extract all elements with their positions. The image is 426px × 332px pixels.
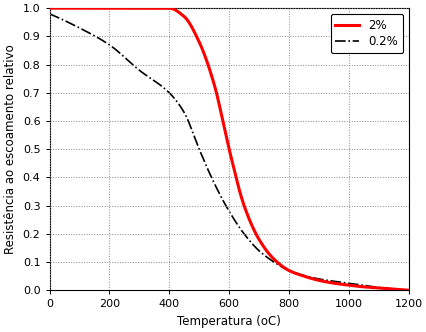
- 2%: [184, 18, 190, 22]
- Legend: 2%, 0.2%: 2%, 0.2%: [330, 14, 402, 53]
- 0.2%: [184, 117, 190, 121]
- Y-axis label: Resistência ao escoamento relativo: Resistência ao escoamento relativo: [4, 44, 17, 254]
- 0.2%: [200, 156, 205, 160]
- 0.2%: [405, 288, 410, 292]
- 0.2%: [360, 283, 365, 287]
- 2%: [88, 6, 93, 10]
- 0.2%: [47, 12, 52, 16]
- Line: 2%: 2%: [49, 8, 408, 290]
- 0.2%: [88, 32, 93, 36]
- Line: 0.2%: 0.2%: [49, 14, 408, 290]
- 0.2%: [398, 288, 403, 292]
- 0.2%: [109, 44, 114, 48]
- 2%: [398, 288, 403, 292]
- X-axis label: Temperatura (oC): Temperatura (oC): [177, 315, 280, 328]
- 2%: [405, 288, 410, 292]
- 2%: [109, 6, 114, 10]
- 2%: [47, 6, 52, 10]
- 2%: [200, 48, 205, 52]
- 2%: [360, 285, 365, 289]
